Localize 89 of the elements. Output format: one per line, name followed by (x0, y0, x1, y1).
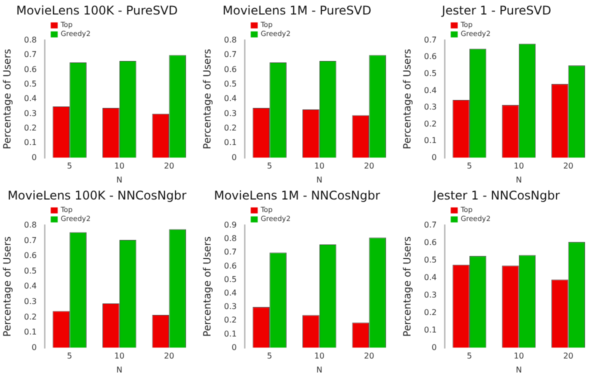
x-tick-label: 10 (314, 162, 324, 171)
x-axis-title: N (316, 365, 322, 374)
y-tick-label: 0.8 (224, 35, 237, 44)
y-tick-label: 0.6 (24, 64, 37, 74)
y-tick-label: 0.3 (224, 302, 237, 312)
y-tick-label: 0.1 (224, 138, 237, 148)
y-tick-label: 0.4 (424, 86, 437, 95)
y-tick-label: 0 (432, 342, 437, 352)
y-axis-title: Percentage of Users (2, 48, 14, 150)
y-tick-label: 0.5 (24, 80, 37, 89)
x-tick-label: 10 (114, 162, 124, 171)
x-tick-label: 20 (164, 352, 174, 361)
chart-title: MovieLens 1M - NNCosNgbr (214, 188, 380, 202)
y-tick-label: 0.1 (424, 325, 437, 334)
x-tick-label: 5 (267, 352, 272, 361)
y-tick-label: 0.3 (24, 296, 37, 306)
y-tick-label: 0 (32, 152, 37, 162)
x-tick-label: 5 (466, 352, 472, 361)
y-tick-label: 0.1 (424, 136, 437, 146)
x-tick-label: 20 (364, 352, 374, 361)
y-tick-label: 0.2 (424, 119, 437, 128)
y-tick-label: 0.3 (24, 108, 37, 118)
y-tick-label: 0.4 (224, 288, 237, 298)
y-tick-label: 0.6 (424, 238, 437, 247)
x-axis-title: N (516, 365, 522, 374)
y-tick-label: 0 (232, 152, 237, 162)
x-tick-label: 5 (466, 162, 472, 171)
x-tick-label: 10 (314, 352, 324, 361)
y-tick-label: 0 (32, 342, 37, 352)
y-tick-label: 0.3 (424, 290, 437, 300)
x-axis-title: N (116, 365, 122, 374)
x-tick-label: 20 (563, 162, 574, 171)
y-tick-label: 0.1 (224, 329, 237, 338)
x-tick-label: 20 (364, 162, 374, 171)
y-tick-label: 0.4 (24, 94, 37, 104)
y-tick-label: 0.7 (24, 50, 37, 60)
y-tick-label: 0.2 (424, 308, 437, 317)
y-tick-label: 0.7 (224, 50, 237, 60)
chart-title: MovieLens 100K - NNCosNgbr (8, 188, 186, 202)
x-tick-label: 20 (563, 352, 574, 361)
chart-title: Jester 1 - PureSVD (440, 3, 552, 18)
y-tick-label: 0.3 (224, 108, 237, 118)
x-axis-title: N (516, 175, 522, 184)
y-tick-label: 0.7 (224, 248, 237, 257)
y-tick-label: 0.5 (224, 274, 237, 284)
y-tick-label: 0.2 (24, 312, 37, 322)
y-tick-label: 0.7 (424, 35, 437, 44)
chart-title: MovieLens 1M - PureSVD (222, 3, 372, 18)
y-tick-label: 0 (432, 152, 437, 162)
x-tick-label: 5 (67, 352, 72, 361)
y-axis-title: Percentage of Users (202, 48, 214, 150)
y-tick-label: 0.6 (224, 64, 237, 74)
y-tick-label: 0.2 (224, 124, 237, 133)
x-tick-label: 5 (267, 162, 272, 171)
y-tick-label: 0.7 (24, 236, 37, 245)
y-tick-label: 0.1 (24, 328, 37, 337)
y-axis-title: Percentage of Users (402, 48, 414, 150)
y-tick-label: 0.3 (424, 102, 437, 112)
x-tick-label: 10 (514, 162, 524, 171)
x-axis-title: N (116, 175, 122, 184)
y-tick-label: 0.5 (424, 69, 437, 78)
y-tick-label: 0 (232, 342, 237, 352)
y-tick-label: 0.6 (224, 261, 237, 270)
x-tick-label: 20 (164, 162, 174, 171)
y-tick-label: 0.2 (24, 124, 37, 133)
y-axis-title: Percentage of Users (402, 236, 414, 337)
y-tick-label: 0.8 (224, 234, 237, 244)
x-tick-label: 10 (514, 352, 524, 361)
y-axis-title: Percentage of Users (2, 236, 14, 337)
y-tick-label: 0.6 (424, 52, 437, 62)
y-tick-label: 0.2 (224, 316, 237, 325)
y-tick-label: 0.8 (24, 220, 37, 230)
y-axis-title: Percentage of Users (202, 236, 214, 337)
x-tick-label: 5 (67, 162, 72, 171)
y-tick-label: 0.1 (24, 138, 37, 148)
y-tick-label: 0.5 (224, 80, 237, 89)
y-tick-label: 0.4 (24, 282, 37, 291)
y-tick-label: 0.8 (24, 35, 37, 44)
y-tick-label: 0.6 (24, 251, 37, 260)
y-tick-label: 0.5 (24, 266, 37, 276)
y-tick-label: 0.9 (224, 220, 237, 230)
chart-title: MovieLens 100K - PureSVD (16, 3, 178, 18)
chart-title: Jester 1 - NNCosNgbr (432, 188, 560, 202)
x-tick-label: 10 (114, 352, 124, 361)
y-tick-label: 0.4 (224, 94, 237, 104)
y-tick-label: 0.4 (424, 272, 437, 282)
y-tick-label: 0.7 (424, 220, 437, 230)
x-axis-title: N (316, 175, 322, 184)
y-tick-label: 0.5 (424, 255, 437, 264)
